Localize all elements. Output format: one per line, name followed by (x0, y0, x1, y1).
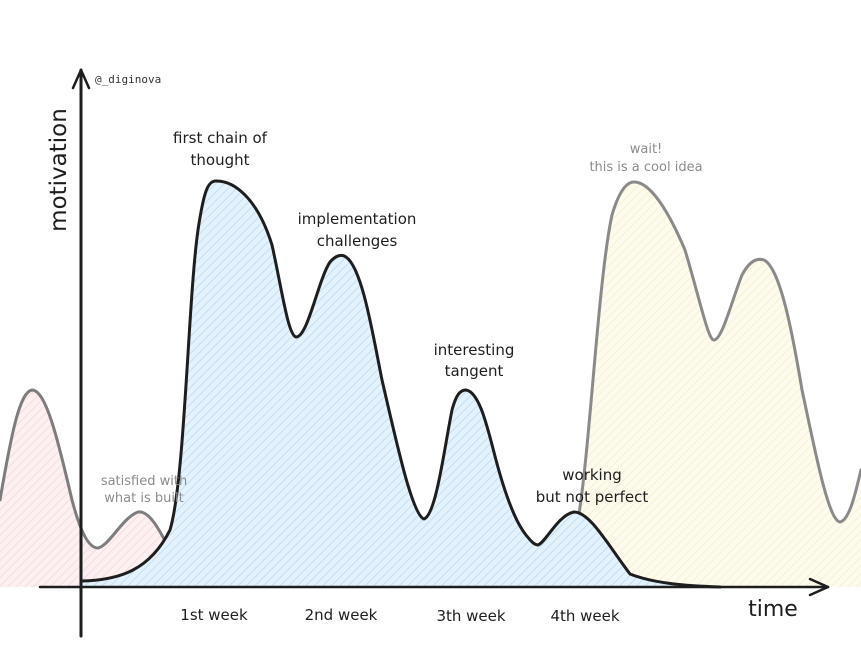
x-axis-label: time (748, 597, 798, 622)
week-label-1: 1st week (180, 606, 248, 624)
annotation-first-chain-line2: thought (191, 151, 250, 169)
x-axis-arrowhead (808, 577, 830, 597)
watermark: @_diginova (95, 73, 161, 86)
y-axis-arrowhead (71, 68, 91, 90)
right-faded-curve (498, 180, 861, 587)
annotation-implementation-line2: challenges (317, 232, 398, 250)
week-label-4: 4th week (550, 607, 619, 625)
annotation-implementation-line1: implementation (298, 210, 417, 228)
annotation-interesting-line2: tangent (445, 362, 504, 380)
main-curve-fill (82, 180, 720, 587)
annotation-working-line1: working (562, 466, 622, 484)
annotation-interesting-line1: interesting (434, 341, 515, 359)
annotation-satisfied-line2: what is built (104, 491, 183, 506)
annotation-wait-line1: wait! (630, 142, 663, 157)
week-label-2: 2nd week (305, 606, 378, 624)
annotation-working-line2: but not perfect (536, 488, 649, 506)
annotation-wait-line2: this is a cool idea (589, 160, 702, 175)
y-axis-label: motivation (46, 108, 72, 232)
week-label-3: 3th week (436, 607, 505, 625)
left-faded-curve-fill (0, 390, 280, 587)
annotation-satisfied-line1: satisfied with (101, 474, 187, 489)
right-faded-curve-fill (500, 182, 861, 587)
main-curve (80, 179, 722, 589)
annotation-first-chain-line1: first chain of (173, 129, 268, 147)
